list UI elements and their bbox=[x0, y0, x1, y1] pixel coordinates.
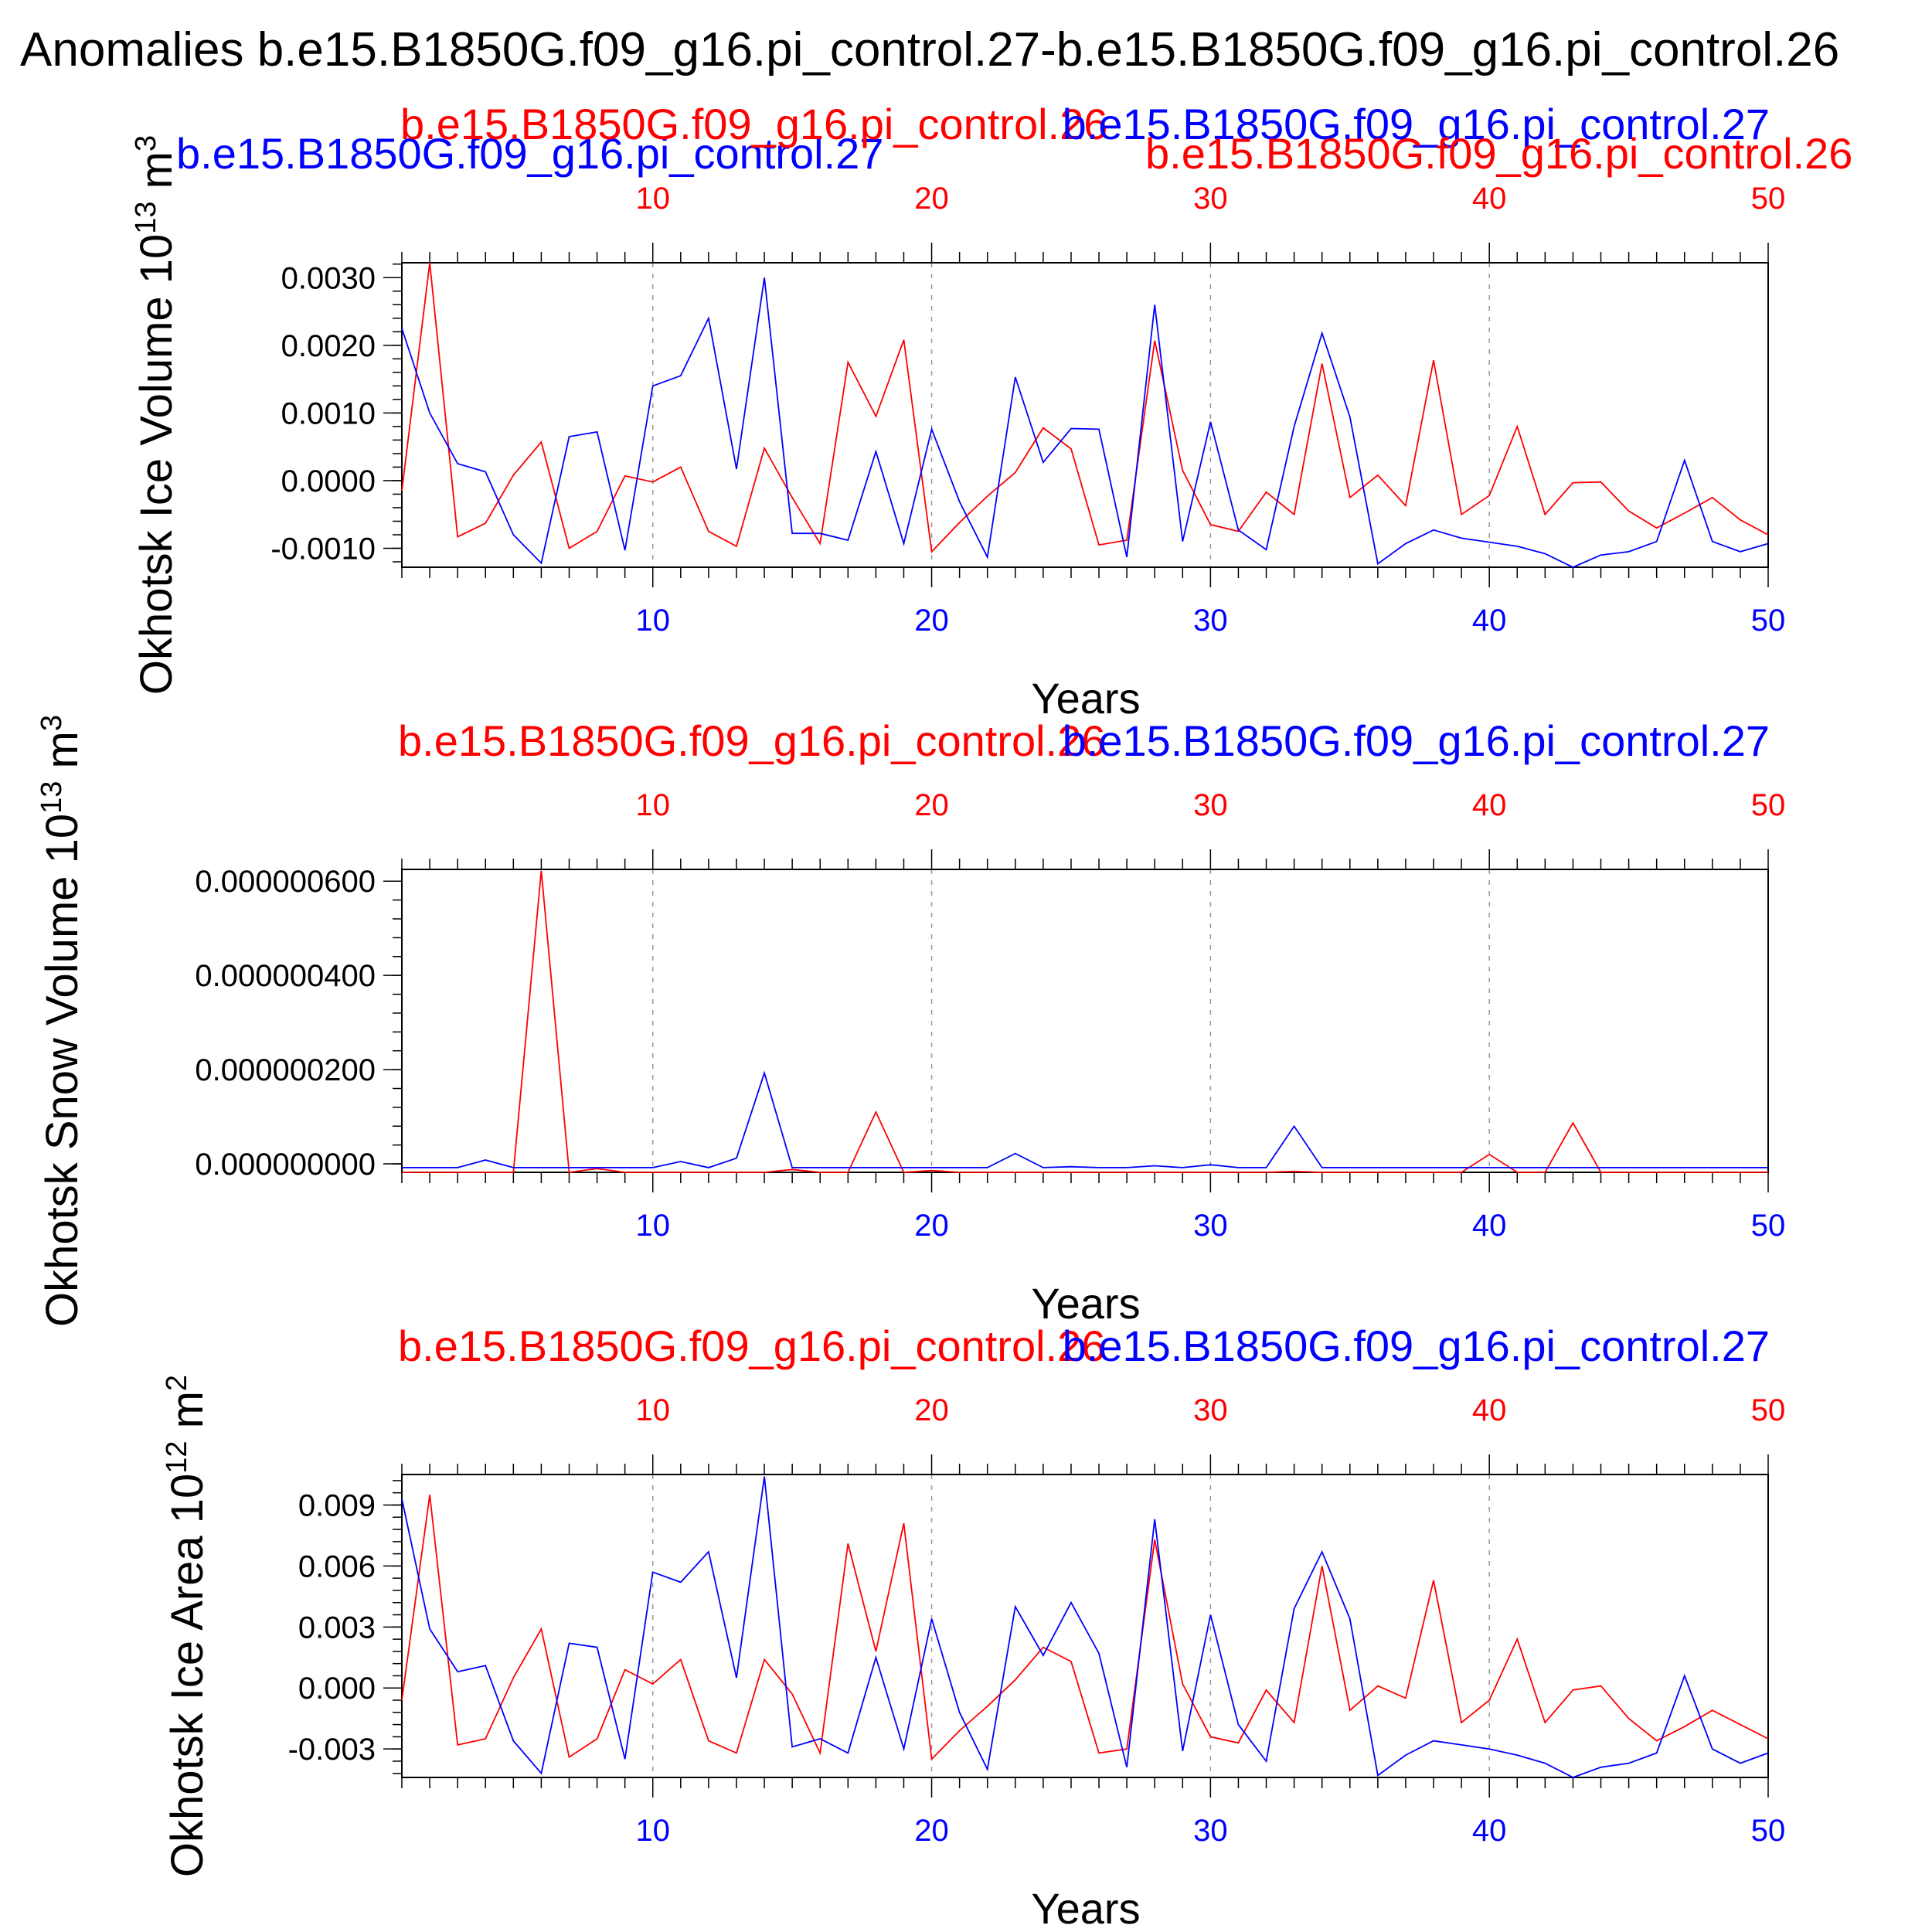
y-tick-label: 0.0010 bbox=[281, 396, 376, 430]
chart-panel-3: -0.003 0.000 0.003 0.006 0.009 10 10 20 20 30 30 40… bbox=[161, 1321, 1785, 1932]
x-tick-label-bottom: 20 bbox=[914, 1209, 949, 1243]
series-line-blue bbox=[401, 1476, 1769, 1778]
x-tick-label-top: 30 bbox=[1193, 788, 1228, 822]
plot-frame bbox=[401, 262, 1769, 568]
x-tick-label-top: 50 bbox=[1751, 182, 1786, 216]
x-tick-label-bottom: 30 bbox=[1193, 604, 1228, 638]
x-tick-label-bottom: 50 bbox=[1751, 1209, 1786, 1243]
y-tick-label: 0.000000600 bbox=[195, 865, 376, 899]
x-tick-label-bottom: 50 bbox=[1751, 604, 1786, 638]
panels: -0.0010 0.0000 0.0010 0.0020 0.0030 10 10 20 20 3… bbox=[36, 100, 1852, 1932]
x-tick-label-top: 20 bbox=[914, 788, 949, 822]
series-name-blue-left: b.e15.B1850G.f09_g16.pi_control.27 bbox=[176, 129, 883, 178]
y-tick-label: -0.003 bbox=[288, 1733, 376, 1767]
y-tick-label: 0.0020 bbox=[281, 329, 376, 363]
x-tick-label-bottom: 20 bbox=[914, 1814, 949, 1848]
y-tick-label: 0.0000 bbox=[281, 464, 376, 498]
x-tick-label-bottom: 30 bbox=[1193, 1209, 1228, 1243]
x-tick-label-bottom: 30 bbox=[1193, 1814, 1228, 1848]
x-tick-label-top: 10 bbox=[635, 182, 670, 216]
x-tick-label-bottom: 10 bbox=[635, 1814, 670, 1848]
y-axis-label: Okhotsk Ice Volume 1013 m3 bbox=[130, 135, 182, 695]
x-tick-label-bottom: 20 bbox=[914, 604, 949, 638]
series-line-red bbox=[402, 870, 1768, 1174]
y-tick-label: 0.009 bbox=[298, 1488, 376, 1522]
series-line-red bbox=[401, 262, 1769, 553]
plot-frame bbox=[401, 1474, 1769, 1778]
series-name-blue: b.e15.B1850G.f09_g16.pi_control.27 bbox=[1063, 1321, 1770, 1370]
series-name-blue-right: b.e15.B1850G.f09_g16.pi_control.27 bbox=[1063, 100, 1770, 148]
series-line-blue bbox=[401, 277, 1769, 568]
series-name-red: b.e15.B1850G.f09_g16.pi_control.26 bbox=[398, 1321, 1105, 1370]
x-tick-label-top: 30 bbox=[1193, 1393, 1228, 1427]
x-tick-label-bottom: 40 bbox=[1472, 1814, 1507, 1848]
y-tick-label: 0.000000200 bbox=[195, 1053, 376, 1087]
chart-panel-1: -0.0010 0.0000 0.0010 0.0020 0.0030 10 10 20 20 3… bbox=[130, 100, 1852, 723]
x-axis-label: Years bbox=[1031, 1279, 1140, 1328]
x-tick-label-top: 20 bbox=[914, 182, 949, 216]
series-line-red bbox=[401, 1495, 1769, 1761]
y-tick-label: 0.000000400 bbox=[195, 959, 376, 993]
x-tick-label-bottom: 10 bbox=[635, 1209, 670, 1243]
x-tick-label-top: 40 bbox=[1472, 788, 1507, 822]
chart-panel-2: 0.000000000 0.000000200 0.000000400 0.00000… bbox=[36, 715, 1785, 1328]
x-tick-label-top: 40 bbox=[1472, 1393, 1507, 1427]
series-name-red-right: b.e15.B1850G.f09_g16.pi_control.26 bbox=[1145, 129, 1852, 178]
x-tick-label-top: 20 bbox=[914, 1393, 949, 1427]
x-tick-label-top: 10 bbox=[635, 1393, 670, 1427]
y-tick-label: 0.006 bbox=[298, 1549, 376, 1583]
plot-frame bbox=[401, 869, 1769, 1173]
x-tick-label-bottom: 40 bbox=[1472, 1209, 1507, 1243]
y-tick-label: 0.000 bbox=[298, 1672, 376, 1706]
x-tick-label-top: 50 bbox=[1751, 1393, 1786, 1427]
x-tick-label-bottom: 40 bbox=[1472, 604, 1507, 638]
x-tick-label-bottom: 50 bbox=[1751, 1814, 1786, 1848]
series-line-blue bbox=[402, 1070, 1768, 1168]
y-tick-label: 0.000000000 bbox=[195, 1148, 376, 1182]
x-axis-label: Years bbox=[1031, 1884, 1140, 1932]
x-tick-label-top: 30 bbox=[1193, 182, 1228, 216]
x-tick-label-top: 10 bbox=[635, 788, 670, 822]
y-axis-label: Okhotsk Ice Area 1012 m2 bbox=[161, 1375, 213, 1877]
x-tick-label-top: 50 bbox=[1751, 788, 1786, 822]
figure-title: Anomalies b.e15.B1850G.f09_g16.pi_contro… bbox=[20, 23, 1839, 77]
series-name-red: b.e15.B1850G.f09_g16.pi_control.26 bbox=[398, 716, 1105, 765]
x-axis-label: Years bbox=[1031, 674, 1140, 723]
y-tick-label: 0.003 bbox=[298, 1611, 376, 1645]
series-name-blue: b.e15.B1850G.f09_g16.pi_control.27 bbox=[1063, 716, 1770, 765]
y-tick-label: -0.0010 bbox=[270, 532, 376, 566]
x-tick-label-top: 40 bbox=[1472, 182, 1507, 216]
y-axis-label: Okhotsk Snow Volume 1013 m3 bbox=[36, 715, 87, 1327]
x-tick-label-bottom: 10 bbox=[635, 604, 670, 638]
y-tick-label: 0.0030 bbox=[281, 261, 376, 295]
series-name-red-left: b.e15.B1850G.f09_g16.pi_control.26 bbox=[400, 100, 1107, 148]
